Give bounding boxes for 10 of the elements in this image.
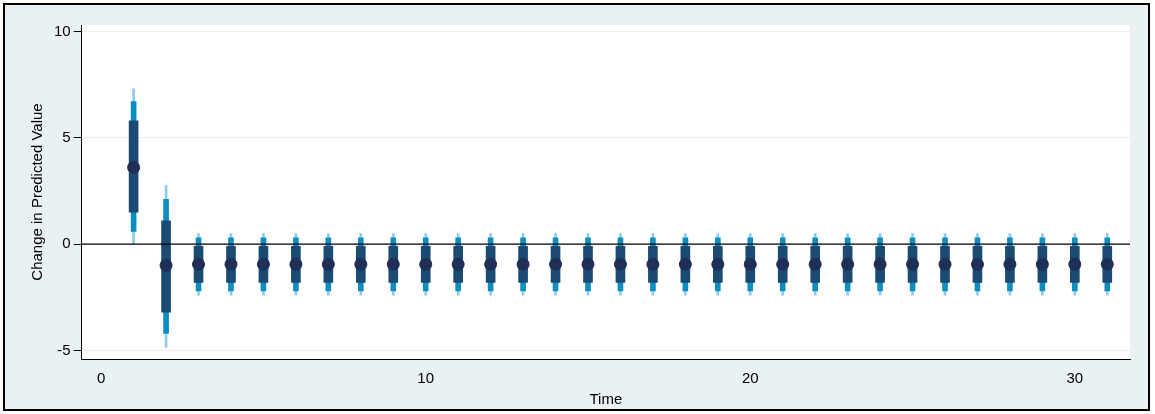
y-tick-label: 5 — [62, 127, 71, 145]
y-axis-title: Change in Predicted Value — [28, 103, 46, 281]
x-tick-label: 20 — [741, 369, 759, 387]
x-tick-label: 10 — [417, 369, 435, 387]
y-tick-label: 10 — [54, 21, 71, 39]
x-axis-title: Time — [589, 390, 623, 408]
y-tick-label: -5 — [57, 340, 71, 358]
x-tick-label: 0 — [96, 369, 106, 387]
x-tick-label: 30 — [1066, 369, 1084, 387]
y-tick-label: 0 — [62, 234, 71, 252]
